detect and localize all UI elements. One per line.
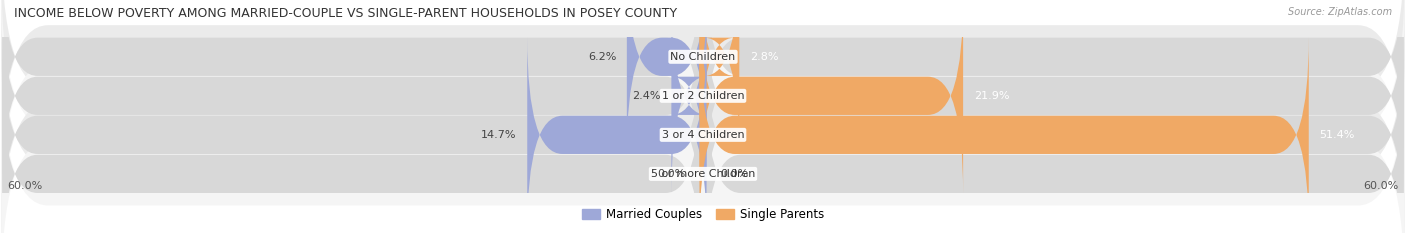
- FancyBboxPatch shape: [672, 0, 707, 194]
- Text: 51.4%: 51.4%: [1319, 130, 1354, 140]
- FancyBboxPatch shape: [1, 0, 1405, 220]
- FancyBboxPatch shape: [700, 37, 1309, 233]
- FancyBboxPatch shape: [1, 49, 1405, 233]
- FancyBboxPatch shape: [706, 0, 1403, 155]
- Text: 60.0%: 60.0%: [1364, 182, 1399, 191]
- Text: Source: ZipAtlas.com: Source: ZipAtlas.com: [1288, 7, 1392, 17]
- FancyBboxPatch shape: [706, 0, 1403, 194]
- FancyBboxPatch shape: [527, 37, 707, 233]
- Text: 60.0%: 60.0%: [7, 182, 42, 191]
- FancyBboxPatch shape: [3, 0, 700, 194]
- Text: No Children: No Children: [671, 52, 735, 62]
- Text: INCOME BELOW POVERTY AMONG MARRIED-COUPLE VS SINGLE-PARENT HOUSEHOLDS IN POSEY C: INCOME BELOW POVERTY AMONG MARRIED-COUPL…: [14, 7, 678, 20]
- Text: 6.2%: 6.2%: [588, 52, 616, 62]
- FancyBboxPatch shape: [627, 0, 707, 155]
- FancyBboxPatch shape: [706, 76, 1403, 233]
- FancyBboxPatch shape: [3, 0, 700, 155]
- Text: 21.9%: 21.9%: [973, 91, 1010, 101]
- Text: 2.8%: 2.8%: [749, 52, 779, 62]
- FancyBboxPatch shape: [700, 0, 963, 194]
- FancyBboxPatch shape: [3, 37, 700, 233]
- Text: 0.0%: 0.0%: [657, 169, 686, 179]
- Text: 14.7%: 14.7%: [481, 130, 517, 140]
- FancyBboxPatch shape: [700, 0, 740, 155]
- Legend: Married Couples, Single Parents: Married Couples, Single Parents: [582, 208, 824, 221]
- Text: 2.4%: 2.4%: [633, 91, 661, 101]
- Text: 1 or 2 Children: 1 or 2 Children: [662, 91, 744, 101]
- FancyBboxPatch shape: [1, 0, 1405, 181]
- FancyBboxPatch shape: [706, 37, 1403, 233]
- Text: 0.0%: 0.0%: [721, 169, 749, 179]
- Text: 5 or more Children: 5 or more Children: [651, 169, 755, 179]
- FancyBboxPatch shape: [3, 76, 700, 233]
- Text: 3 or 4 Children: 3 or 4 Children: [662, 130, 744, 140]
- FancyBboxPatch shape: [1, 10, 1405, 233]
